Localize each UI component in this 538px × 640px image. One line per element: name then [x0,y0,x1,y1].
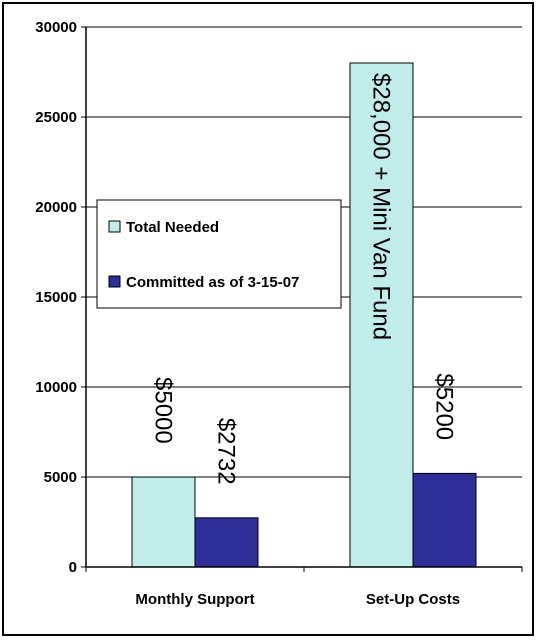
data-label: $5000 [150,377,177,444]
bar-total-needed-0 [131,476,196,568]
y-tick-label: 20000 [35,199,77,216]
legend-label-total-needed: Total Needed [126,219,219,236]
data-label: $5200 [431,373,458,440]
bar-committed-as-of-3-15-07-1 [412,472,477,568]
y-tick-label: 15000 [35,289,77,306]
bar-committed-as-of-3-15-07-0 [194,517,259,568]
y-tick-label: 5000 [44,469,77,486]
x-axis-categories: Monthly Support Set-Up Costs [135,591,460,608]
x-category-label: Monthly Support [135,591,254,608]
legend: Total Needed Committed as of 3-15-07 [96,199,342,309]
y-tick-label: 30000 [35,19,77,36]
legend-box [96,199,342,309]
data-labels: $5000 $2732 $28,000 + Mini Van Fund $5200 [150,73,458,485]
data-label: $2732 [213,418,240,485]
y-tick-label: 0 [69,559,77,576]
axes [81,26,523,572]
x-category-label: Set-Up Costs [366,591,460,608]
data-label: $28,000 + Mini Van Fund [368,73,395,340]
bars [131,62,477,568]
y-tick-label: 10000 [35,379,77,396]
y-tick-label: 25000 [35,109,77,126]
legend-label-committed: Committed as of 3-15-07 [126,274,299,291]
legend-swatch-total-needed [108,220,121,233]
y-axis-ticks: 0 5000 10000 15000 20000 25000 30000 [35,19,77,576]
bar-total-needed-1 [349,62,414,568]
legend-swatch-committed [108,275,121,288]
